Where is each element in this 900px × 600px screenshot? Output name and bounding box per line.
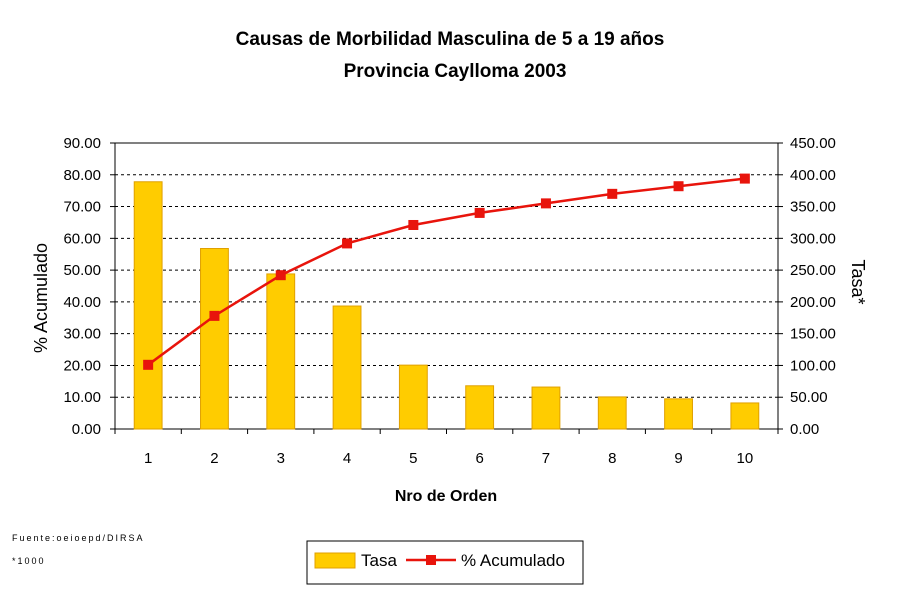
line-marker <box>209 310 220 321</box>
legend-swatch-tasa <box>314 552 356 569</box>
rate-note: *1000 <box>12 556 46 566</box>
x-tick-label: 8 <box>608 450 616 467</box>
bar <box>200 248 229 430</box>
left-tick-label: 90.00 <box>63 135 101 152</box>
bar <box>531 386 561 430</box>
line-series-acumulado <box>143 173 750 370</box>
right-axis-ticks: 0.00 50.00 100.00 150.00 200.00 250.00 300.00 3… <box>778 135 836 438</box>
bar <box>730 402 760 430</box>
left-axis-ticks: 0.00 10.00 20.00 30.00 40.00 50.00 60.00 70.00 8… <box>63 135 115 438</box>
left-tick-label: 40.00 <box>63 294 101 311</box>
x-tick-label: 6 <box>475 450 483 467</box>
legend-label-acumulado: % Acumulado <box>461 551 565 570</box>
bar <box>597 396 627 430</box>
bar <box>266 273 296 430</box>
x-axis-title: Nro de Orden <box>395 488 497 505</box>
bar <box>398 364 428 430</box>
right-tick-label: 250.00 <box>790 262 836 279</box>
right-tick-label: 200.00 <box>790 294 836 311</box>
x-tick-label: 9 <box>674 450 682 467</box>
left-axis-title: % Acumulado <box>31 243 51 353</box>
right-tick-label: 50.00 <box>790 389 828 406</box>
right-tick-label: 150.00 <box>790 326 836 343</box>
legend-label-tasa: Tasa <box>361 551 397 570</box>
chart-subtitle: Provincia Caylloma 2003 <box>344 61 567 82</box>
bar <box>133 181 163 430</box>
left-tick-label: 0.00 <box>72 421 101 438</box>
left-tick-label: 20.00 <box>63 357 101 374</box>
line-marker <box>607 188 618 199</box>
bar <box>465 385 495 430</box>
line-marker <box>540 198 551 209</box>
chart-title: Causas de Morbilidad Masculina de 5 a 19… <box>236 29 665 50</box>
x-tick-label: 1 <box>144 450 152 467</box>
left-tick-label: 60.00 <box>63 230 101 247</box>
right-tick-label: 100.00 <box>790 357 836 374</box>
left-tick-label: 70.00 <box>63 199 101 216</box>
legend: Tasa % Acumulado <box>306 540 584 585</box>
line-marker <box>408 219 419 230</box>
left-tick-label: 30.00 <box>63 326 101 343</box>
line-marker <box>342 238 353 249</box>
left-tick-label: 10.00 <box>63 389 101 406</box>
bar-series-tasa <box>133 181 760 430</box>
line-marker <box>673 181 684 192</box>
x-tick-label: 3 <box>277 450 285 467</box>
bar <box>664 398 693 430</box>
left-tick-label: 50.00 <box>63 262 101 279</box>
bar <box>332 305 362 430</box>
x-tick-label: 7 <box>542 450 550 467</box>
x-tick-label: 2 <box>210 450 218 467</box>
left-tick-label: 80.00 <box>63 167 101 184</box>
line-marker <box>739 173 750 184</box>
x-tick-label: 5 <box>409 450 417 467</box>
right-axis-title: Tasa* <box>848 259 868 304</box>
source-note: Fuente:oeioepd/DIRSA <box>12 533 145 543</box>
right-tick-label: 350.00 <box>790 199 836 216</box>
right-tick-label: 0.00 <box>790 421 819 438</box>
x-tick-label: 10 <box>737 450 754 467</box>
line-path <box>147 177 745 366</box>
x-tick-label: 4 <box>343 450 351 467</box>
right-tick-label: 450.00 <box>790 135 836 152</box>
right-tick-label: 300.00 <box>790 230 836 247</box>
line-marker <box>143 359 154 370</box>
line-marker <box>275 270 286 281</box>
x-axis-ticks: 1 2 3 4 5 6 7 8 9 10 <box>114 429 779 467</box>
legend-marker-acumulado <box>426 555 436 565</box>
right-tick-label: 400.00 <box>790 167 836 184</box>
line-marker <box>474 207 485 218</box>
